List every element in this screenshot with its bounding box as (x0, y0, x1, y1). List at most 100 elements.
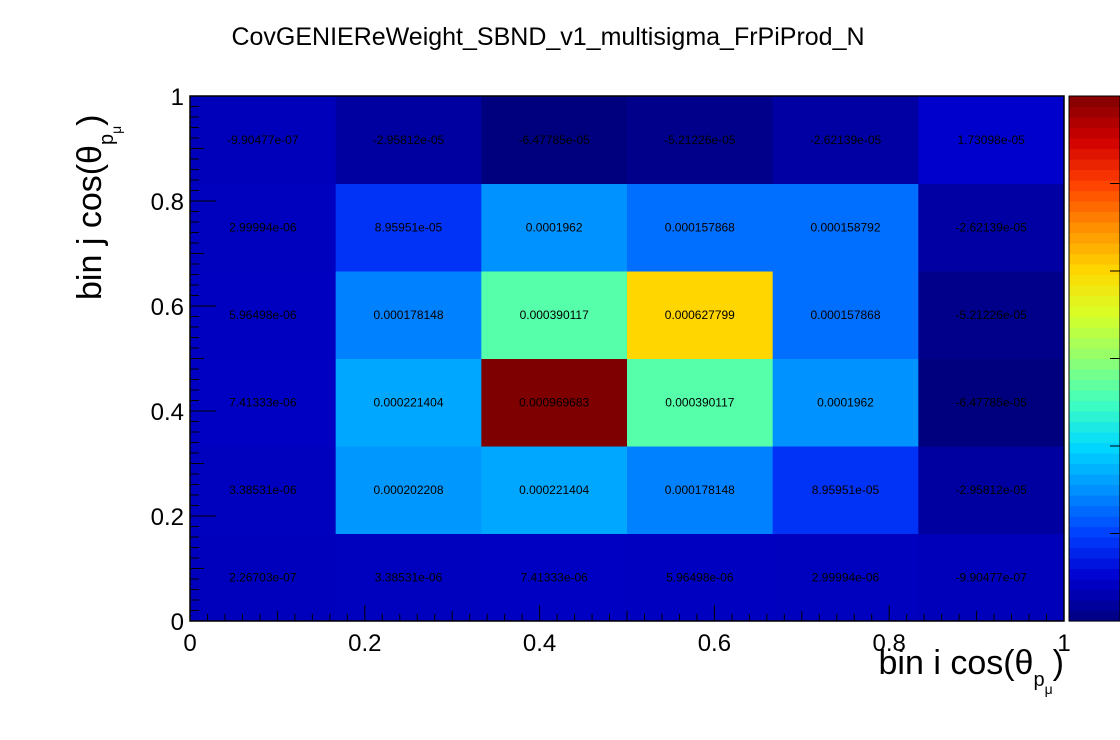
color-scale-segment (1069, 127, 1120, 139)
y-tick-label: 0.4 (151, 399, 184, 426)
heatmap-cell-label: 3.38531e-06 (375, 570, 443, 584)
x-tick-label: 0.6 (698, 630, 731, 657)
heatmap-cell (190, 271, 337, 359)
heatmap-cell-label: -5.21226e-05 (955, 308, 1027, 322)
color-scale-segment (1069, 295, 1120, 307)
heatmap-cell (190, 183, 337, 272)
color-scale-segment (1069, 390, 1120, 402)
heatmap-cell-label: -9.90477e-07 (955, 570, 1027, 584)
y-axis-title-close: ) (71, 115, 109, 126)
color-scale-segment (1069, 484, 1120, 496)
heatmap-cell (190, 358, 337, 447)
heatmap-cell-label: 7.41333e-06 (229, 395, 297, 409)
color-scale-segment (1069, 610, 1120, 622)
x-tick-label: 1 (1057, 630, 1070, 657)
heatmap-cell-label: 2.99994e-06 (229, 220, 297, 234)
color-scale-segment (1069, 547, 1120, 559)
heatmap-cell-label: 0.0001962 (526, 220, 583, 234)
heatmap-cell (481, 271, 628, 359)
heatmap-cell-label: -2.95812e-05 (373, 133, 445, 147)
color-scale-segment (1069, 516, 1120, 528)
color-scale-segment (1069, 600, 1120, 612)
heatmap-cell-label: 0.000221404 (519, 483, 589, 497)
heatmap-cell-label: 0.000158792 (810, 220, 880, 234)
heatmap-cell (918, 183, 1065, 272)
color-scale-segment (1069, 400, 1120, 412)
heatmap-cell (335, 96, 482, 184)
color-scale-segment (1069, 159, 1120, 171)
color-scale-segment (1069, 285, 1120, 297)
heatmap-cell-label: 0.000390117 (520, 308, 590, 322)
y-tick-label: 1 (171, 84, 184, 111)
heatmap-cell (190, 533, 337, 622)
color-scale-segment (1069, 568, 1120, 580)
heatmap-cell (918, 271, 1065, 359)
x-axis-title-main: bin i cos(θ (879, 644, 1034, 682)
heatmap-cell (772, 446, 919, 534)
heatmap-cell-label: 0.000178148 (373, 308, 443, 322)
color-scale-segment (1069, 432, 1120, 444)
x-axis-title-subsub: μ (1045, 681, 1053, 697)
color-scale-segment (1069, 463, 1120, 475)
y-tick-label: 0.2 (151, 504, 184, 531)
heatmap-cell-label: 5.96498e-06 (666, 570, 734, 584)
heatmap-cell-label: 0.0001962 (817, 395, 874, 409)
color-scale-segment (1069, 243, 1120, 255)
heatmap-cell-labels: 2.26703e-07 3.38531e-06 7.41333e-06 5.96498… (227, 133, 1027, 585)
heatmap-cell (627, 446, 774, 534)
heatmap-cell-label: -6.47785e-05 (518, 133, 590, 147)
color-scale-segment (1069, 442, 1120, 454)
color-scale-segment (1069, 579, 1120, 591)
x-tick-label: 0.4 (523, 630, 556, 657)
x-axis-ticks: 0 0.2 0.4 0.6 0.8 1 (183, 605, 1071, 657)
color-scale-segment (1069, 495, 1120, 507)
heatmap-cell (335, 271, 482, 359)
heatmap-cell-label: 0.000390117 (665, 395, 735, 409)
color-scale-segment (1069, 274, 1120, 286)
color-scale-segment (1069, 358, 1120, 370)
heatmap-cell (190, 96, 337, 184)
color-scale-segment (1069, 411, 1120, 423)
color-scale-frame (1068, 95, 1120, 622)
color-scale-segment (1069, 537, 1120, 549)
chart-title: CovGENIEReWeight_SBND_v1_multisigma_FrPi… (231, 23, 864, 51)
x-axis-title: bin i cos(θpμ) (879, 644, 1065, 697)
y-axis-title-main: bin j cos(θ (71, 145, 109, 300)
heatmap-cell (918, 96, 1065, 184)
heatmap-cell-label: 0.000969683 (519, 395, 589, 409)
heatmap-cell-label: 0.000157868 (665, 220, 735, 234)
heatmap-cell-label: 8.95951e-05 (812, 483, 880, 497)
y-tick-label: 0.8 (151, 189, 184, 216)
heatmap-cell (627, 271, 774, 359)
color-scale-segment (1069, 453, 1120, 465)
heatmap-cell-label: -2.62139e-05 (955, 220, 1027, 234)
color-scale-segment (1069, 117, 1120, 129)
heatmap-cell-label: 0.000157868 (810, 308, 880, 322)
heatmap-cell (772, 96, 919, 184)
heatmap-cell-label: -9.90477e-07 (227, 133, 299, 147)
heatmap-cell-label: -2.62139e-05 (810, 133, 882, 147)
x-tick-label: 0 (183, 630, 196, 657)
heatmap-cell (481, 533, 628, 622)
color-scale-segment (1069, 337, 1120, 349)
color-scale-segment (1069, 169, 1120, 181)
color-scale-segment (1069, 264, 1120, 276)
y-tick-label: 0.6 (151, 294, 184, 321)
color-scale-bar (1068, 95, 1120, 622)
heatmap-cell (335, 358, 482, 447)
heatmap-cell-label: -2.95812e-05 (955, 483, 1027, 497)
color-scale-segment (1069, 526, 1120, 538)
heatmap-cell (190, 446, 337, 534)
heatmap-cell (335, 533, 482, 622)
heatmap-cell-label: -5.21226e-05 (664, 133, 736, 147)
heatmap-cell (627, 183, 774, 272)
color-scale-segment (1069, 180, 1120, 192)
heatmap-cell (627, 358, 774, 447)
heatmap-cells (190, 96, 1065, 622)
color-scale-segment (1069, 558, 1120, 570)
heatmap-cell-label: 0.000202208 (373, 483, 443, 497)
x-axis-title-sub: p (1033, 669, 1044, 691)
color-scale-segment (1069, 211, 1120, 223)
heatmap-cell-label: 0.000221404 (373, 395, 443, 409)
